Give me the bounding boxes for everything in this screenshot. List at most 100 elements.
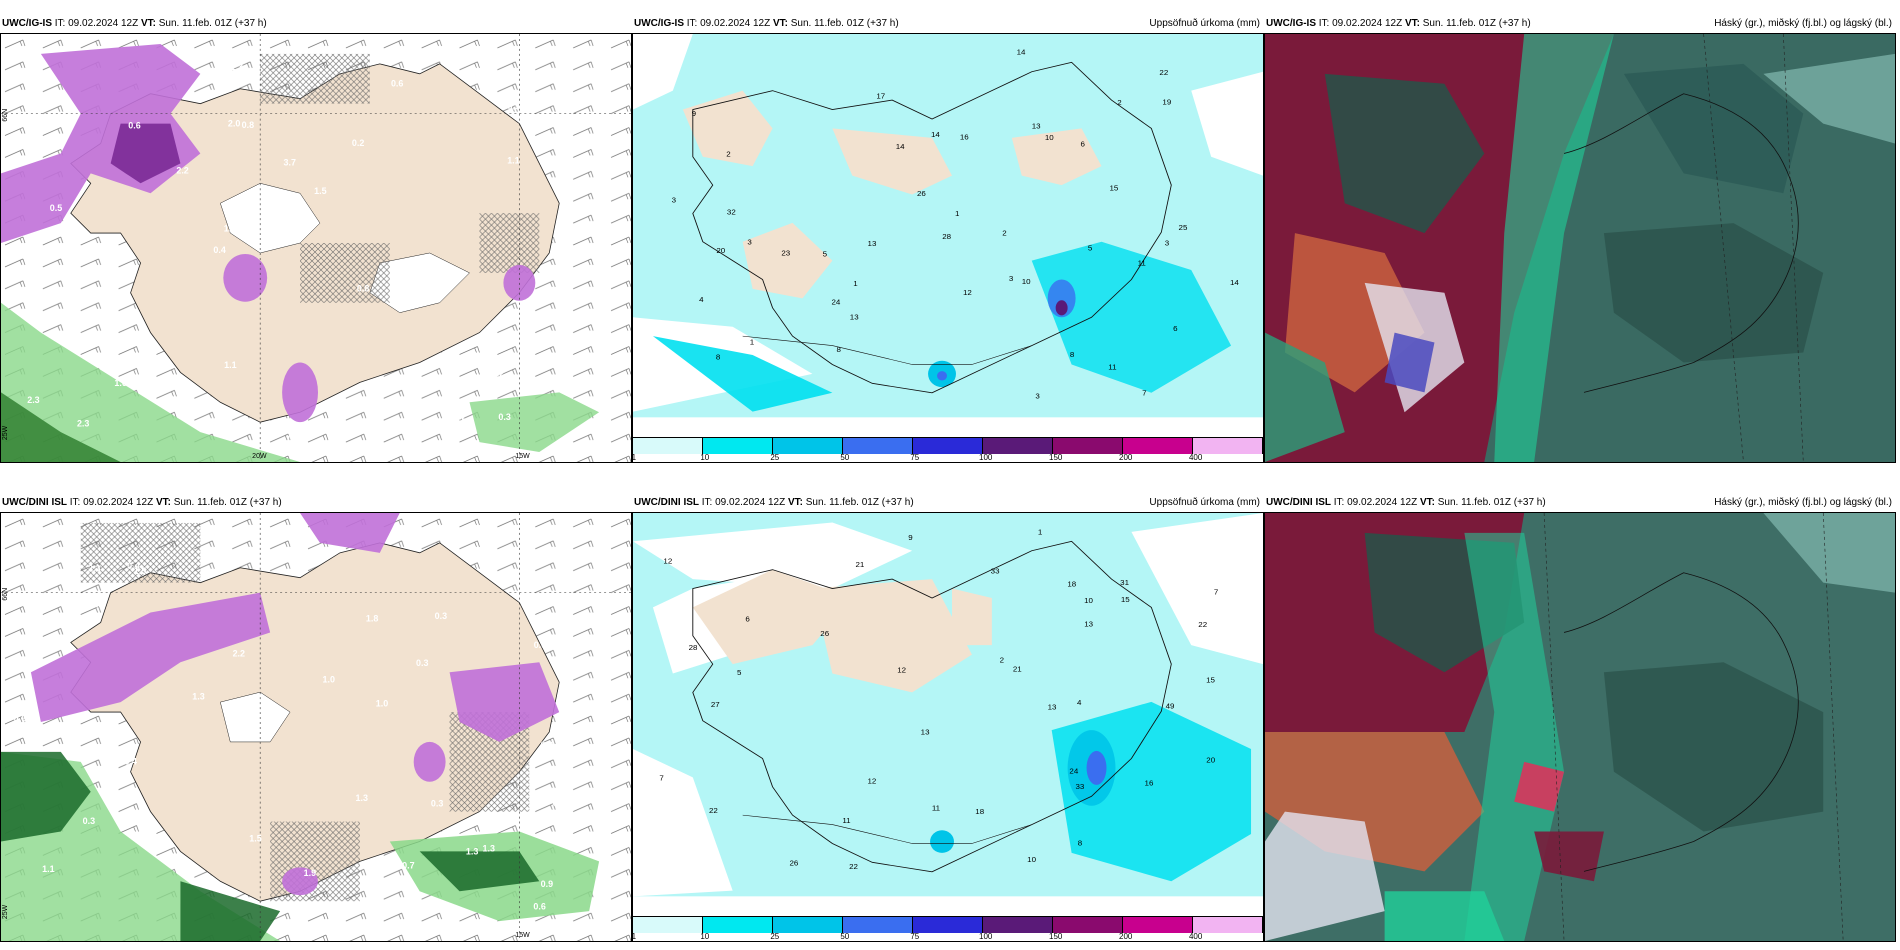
map-value-label: 22 [1159, 68, 1168, 77]
precip-map[interactable]: 7 3 3 9 6 2 1 5 6 14 10 11 13 17 2 4 5 1 3 8 22 16 15 14 25 32 23 2… [632, 33, 1264, 463]
map-value-label: 1 [955, 209, 959, 218]
map-value-label: 0.4 [538, 797, 550, 807]
map-value-label: 0.6 [534, 640, 546, 650]
row2-panel2: UWC/DINI ISL IT: 09.02.2024 12Z VT: Sun.… [632, 495, 1264, 942]
precip-colorbar: 1 10 25 50 75 100 150 200 400 [633, 916, 1263, 941]
map-value-label: 13 [1084, 620, 1093, 629]
map-value-label: 0.6 [128, 120, 140, 130]
wind-precip-map[interactable]: 66N 25W 20W 15W 0.3 0.5 0.5 0.4 0.2 2.3 2.0 3.7… [0, 33, 632, 463]
colorbar-tick-label: 25 [770, 453, 780, 462]
map-value-label: 0.4 [213, 245, 225, 255]
map-value-label: 2 [1117, 98, 1121, 107]
cloud-map[interactable] [1264, 33, 1896, 463]
map-value-label: 1.1 [224, 360, 236, 370]
map-value-label: 13 [850, 313, 859, 322]
map-value-label: 8 [1078, 839, 1082, 848]
colorbar-tick-label: 400 [1188, 453, 1203, 462]
map-value-label: 1.3 [192, 691, 204, 701]
map-value-label: 16 [1145, 779, 1154, 788]
map-value-label: 0.9 [541, 879, 553, 889]
map-value-label: 2.3 [77, 418, 89, 428]
map-value-label: 0.4 [127, 561, 139, 571]
colorbar-tick-label: 50 [840, 453, 850, 462]
map-value-label: 2 [726, 150, 730, 159]
map-value-label: 1 [853, 279, 857, 288]
map-value-label: 1.3 [466, 846, 478, 856]
map-value-label: 0.6 [288, 434, 300, 444]
map-value-label: 1.5 [314, 186, 326, 196]
map-value-label: 3.7 [284, 158, 296, 168]
field-title: Háský (gr.), miðský (fj.bl.) og lágský (… [1714, 497, 1892, 508]
map-value-label: 17 [876, 92, 885, 101]
panel-title: UWC/IG-IS IT: 09.02.2024 12Z VT: Sun. 11… [1266, 18, 1531, 29]
map-value-label: 12 [897, 666, 906, 675]
map-value-label: 0.3 [498, 412, 510, 422]
colorbar-cell [1193, 917, 1263, 933]
map-value-label: 7 [659, 774, 663, 783]
map-value-label: 1.0 [224, 223, 236, 233]
map-value-label: 6 [1080, 140, 1084, 149]
map-value-label: 14 [931, 130, 941, 139]
map-value-label: 1.0 [322, 675, 334, 685]
map-value-label: 5 [737, 668, 741, 677]
colorbar-cell [983, 917, 1053, 933]
map-value-label: 10 [1045, 133, 1054, 142]
map-value-label: 27 [711, 700, 720, 709]
row1-panel1: UWC/IG-IS IT: 09.02.2024 12Z VT: Sun. 11… [0, 16, 632, 463]
map-value-label: 1.2 [492, 369, 504, 379]
panel-title: UWC/DINI ISL IT: 09.02.2024 12Z VT: Sun.… [1266, 497, 1546, 508]
precip-map[interactable]: 18 9 10 6 4 5 11 13 10 12 21 33 27 49 26 28 31 22 26 24 22 20… [632, 512, 1264, 942]
map-value-label: 0.3 [431, 798, 443, 808]
map-value-label: 18 [1067, 580, 1076, 589]
map-value-label: 4 [1077, 698, 1082, 707]
colorbar-cell [633, 917, 703, 933]
colorbar-cell [1053, 917, 1123, 933]
map-value-label: 1.1 [42, 864, 54, 874]
axis-label: 66N [2, 109, 9, 122]
colorbar-cell [983, 438, 1053, 454]
map-value-label: 0.8 [242, 120, 254, 130]
colorbar-tick-label: 1 [632, 453, 637, 462]
axis-label: 20W [252, 453, 267, 460]
panel-title: UWC/DINI ISL IT: 09.02.2024 12Z VT: Sun.… [634, 497, 914, 508]
map-value-label: 6 [745, 615, 749, 624]
map-value-label: 4 [699, 295, 704, 304]
map-value-label: 14 [896, 142, 906, 151]
field-title: Uppsöfnuð úrkoma (mm) [1149, 18, 1260, 29]
map-value-label: 0.6 [14, 714, 26, 724]
map-value-label: 15 [1121, 595, 1130, 604]
map-value-label: 0.3 [83, 816, 95, 826]
map-value-label: 11 [932, 804, 940, 813]
map-value-label: 12 [867, 777, 876, 786]
map-value-label: 23 [781, 249, 790, 258]
map-value-label: 1.8 [366, 614, 378, 624]
map-value-label: 19 [1162, 98, 1171, 107]
map-value-label: 11 [842, 816, 850, 825]
map-value-label: 8 [837, 345, 841, 354]
panel-title: UWC/IG-IS IT: 09.02.2024 12Z VT: Sun. 11… [634, 18, 899, 29]
map-value-label: 1.3 [356, 793, 368, 803]
map-value-label: 1.0 [376, 698, 388, 708]
colorbar-cell [1123, 917, 1193, 933]
wind-precip-map[interactable]: 66N 25W 15W 0.3 1.0 0.4 0.5 1.8 1.3 1.0 0.3 0.3 1… [0, 512, 632, 942]
colorbar-cell [703, 917, 773, 933]
map-value-label: 0.6 [391, 78, 403, 88]
map-value-label: 22 [1198, 620, 1207, 629]
panel-title: UWC/DINI ISL IT: 09.02.2024 12Z VT: Sun.… [2, 497, 282, 508]
map-value-label: 1 [1038, 528, 1042, 537]
colorbar-tick-label: 10 [700, 932, 710, 941]
colorbar-cell [913, 917, 983, 933]
colorbar-tick-label: 100 [978, 453, 993, 462]
map-value-label: 2 [1002, 229, 1006, 238]
map-value-label: 0.5 [507, 101, 519, 111]
colorbar-tick-label: 1 [632, 932, 637, 941]
map-value-label: 21 [1013, 665, 1022, 674]
map-value-label: 7 [1214, 588, 1218, 597]
map-value-label: 0.2 [454, 412, 466, 422]
map-value-label: 49 [1166, 702, 1175, 711]
cloud-map[interactable] [1264, 512, 1896, 942]
panel-title: UWC/IG-IS IT: 09.02.2024 12Z VT: Sun. 11… [2, 18, 267, 29]
map-value-label: 1.9 [304, 868, 316, 878]
map-value-label: 22 [709, 806, 718, 815]
map-value-label: 13 [921, 728, 930, 737]
